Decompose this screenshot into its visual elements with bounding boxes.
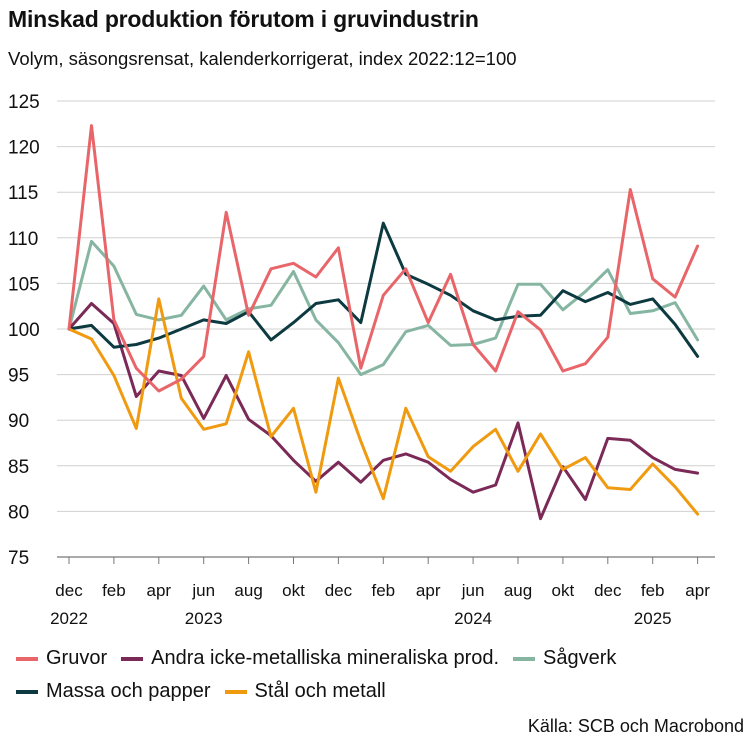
y-tick-label: 75: [8, 548, 29, 569]
series-line-massa-och-papper: [67, 221, 700, 358]
legend-swatch: [513, 656, 536, 661]
x-tick-label: aug: [504, 581, 532, 600]
x-tick-label: apr: [416, 581, 441, 600]
legend-item: Sågverk: [513, 647, 616, 670]
x-tick-label: apr: [685, 581, 710, 600]
x-tick-label: okt: [282, 581, 305, 600]
legend-swatch: [224, 689, 247, 694]
x-tick-label: jun: [191, 581, 215, 600]
legend-row-2: Massa och papper Stål och metall: [16, 680, 400, 703]
x-year-label: 2022: [50, 609, 88, 628]
x-tick-label: feb: [102, 581, 126, 600]
y-tick-label: 95: [8, 366, 29, 387]
legend-item: Massa och papper: [16, 680, 211, 703]
y-axis: 75 80 85 90 95 100 105 110 115 120 125: [8, 92, 40, 569]
x-tick-label: jun: [461, 581, 485, 600]
legend-item: Gruvor: [16, 647, 107, 670]
y-tick-label: 100: [8, 320, 40, 341]
y-tick-label: 105: [8, 274, 40, 295]
legend-label: Andra icke-metalliska mineraliska prod.: [151, 647, 500, 669]
legend-label: Gruvor: [46, 647, 108, 669]
legend-label: Stål och metall: [254, 680, 386, 702]
x-tick-label: feb: [371, 581, 395, 600]
y-tick-label: 85: [8, 457, 29, 478]
x-tick-label: okt: [552, 581, 575, 600]
chart-title: Minskad produktion förutom i gruvindustr…: [8, 6, 479, 32]
series-lines: [67, 124, 700, 521]
x-tick-label: dec: [55, 581, 83, 600]
legend-swatch: [16, 689, 38, 694]
y-tick-label: 80: [8, 502, 29, 523]
line-chart: 75 80 85 90 95 100 105 110 115 120 125 dec 2022 feb a…: [8, 92, 715, 628]
series-line-stål-och-metall: [67, 297, 700, 516]
legend-item: Stål och metall: [224, 680, 386, 703]
x-tick-label: apr: [147, 581, 172, 600]
legend-swatch: [121, 656, 144, 661]
legend-row-1: Gruvor Andra icke-metalliska mineraliska …: [16, 647, 630, 670]
x-tick-label: feb: [641, 581, 665, 600]
y-tick-label: 110: [8, 229, 38, 250]
series-line-sågverk: [67, 239, 700, 377]
y-tick-label: 125: [8, 92, 40, 113]
legend-label: Massa och papper: [46, 680, 211, 702]
y-tick-label: 90: [8, 411, 29, 432]
source-note: Källa: SCB och Macrobond: [527, 716, 744, 736]
y-tick-label: 120: [8, 138, 40, 159]
x-tick-label: aug: [234, 581, 262, 600]
x-year-label: 2023: [185, 609, 223, 628]
legend-item: Andra icke-metalliska mineraliska prod.: [121, 647, 499, 670]
y-tick-label: 115: [8, 183, 38, 204]
x-year-label: 2024: [454, 609, 492, 628]
x-year-label: 2025: [634, 609, 672, 628]
series-line-andra-icke-metalliska-mineraliska-prod: [67, 302, 700, 521]
series-line-gruvor: [67, 124, 700, 393]
x-tick-label: dec: [325, 581, 353, 600]
x-tick-label: dec: [594, 581, 622, 600]
legend-swatch: [16, 656, 38, 661]
legend-label: Sågverk: [543, 647, 617, 669]
chart-subtitle: Volym, säsongsrensat, kalenderkorrigerat…: [8, 48, 517, 69]
